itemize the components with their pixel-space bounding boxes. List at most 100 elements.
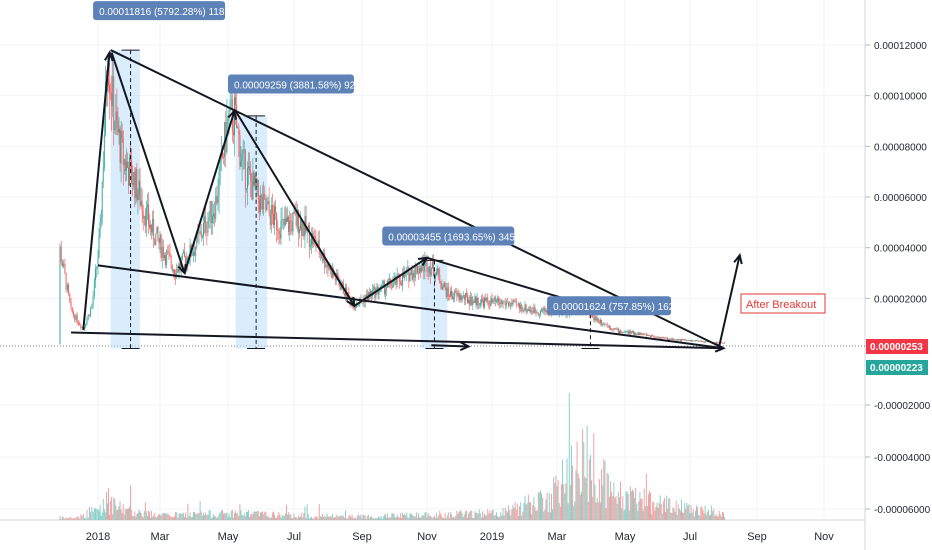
volume-bar (586, 425, 588, 520)
measure-badge-label: 0.00001624 (757.85%) 1624 (553, 302, 680, 313)
volume-bar (447, 512, 449, 520)
candle-body (358, 304, 360, 307)
volume-bar (238, 515, 240, 520)
volume-bar (198, 513, 200, 520)
candle-body (671, 338, 673, 340)
volume-bar (712, 511, 714, 520)
volume-bar (585, 478, 587, 520)
candle-body (373, 286, 375, 290)
candle-body (138, 180, 140, 194)
candle-body (62, 262, 63, 267)
volume-bar (638, 501, 640, 520)
volume-bar (692, 508, 694, 520)
price-axis[interactable]: 0.00012000 0.00010000 0.00008000 0.00006000… (865, 41, 931, 516)
volume-bar (639, 491, 641, 520)
candle-body (328, 267, 330, 270)
volume-bar (325, 516, 327, 520)
candle-body (71, 307, 73, 313)
volume-bar (555, 475, 557, 520)
candle-body (170, 256, 172, 266)
volume-bar (369, 518, 370, 520)
volume-bar (611, 492, 613, 520)
volume-bar (588, 459, 590, 520)
volume-bar (412, 515, 414, 520)
volume-bar (489, 510, 491, 520)
candle-body (150, 224, 151, 228)
candle-body (715, 341, 717, 343)
candle-body (65, 273, 67, 290)
candle-body (519, 303, 520, 309)
candle-body (665, 337, 666, 339)
price-tag-low-label: 0.00000223 (870, 363, 923, 374)
volume-bar (266, 516, 268, 520)
volume-bar (603, 459, 605, 520)
volume-bar (439, 510, 441, 520)
candle-body (63, 263, 65, 267)
volume-bar (502, 508, 504, 520)
volume-bar (392, 513, 394, 520)
volume-bar (312, 518, 314, 520)
candle-body (400, 283, 402, 285)
candle-body (637, 332, 639, 335)
candle-body (181, 253, 183, 260)
candle-body (688, 340, 690, 341)
volume-bar (468, 513, 470, 520)
candle-body (429, 265, 431, 276)
candle-body (681, 339, 682, 341)
candle-body (683, 339, 685, 341)
volume-bar (76, 516, 78, 520)
volume-bar (500, 512, 502, 520)
time-axis[interactable]: 2018 Mar May Jul Sep Nov 2019 Mar May Jul Sep Nov (86, 531, 835, 543)
candle-body (325, 266, 327, 268)
volume-bar (274, 514, 275, 520)
measure-badges: 0.00011816 (5792.28%) 11816 0.00009259 (3… (93, 1, 680, 316)
candle-body (500, 300, 502, 305)
volume-bar (659, 495, 661, 520)
volume-bar (82, 513, 84, 520)
candle-body (116, 111, 118, 121)
candle-body (153, 218, 155, 240)
candle-body (197, 233, 199, 234)
volume-bar (471, 510, 473, 520)
candle-body (444, 283, 446, 288)
volume-bar (635, 487, 637, 520)
volume-bar (231, 509, 233, 520)
volume-bar (194, 512, 196, 520)
candle-body (382, 281, 384, 284)
candle-body (720, 342, 722, 344)
candle-body (104, 81, 106, 135)
volume-bar (697, 506, 699, 520)
volume-bar (153, 515, 155, 520)
candle-body (177, 269, 179, 273)
volume-bar (361, 518, 363, 520)
volume-bar (185, 512, 187, 520)
volume-bar (100, 515, 102, 520)
volume-bar (651, 514, 653, 520)
volume-bar (497, 515, 498, 520)
volume-bar (377, 517, 379, 520)
volume-bar (413, 516, 415, 520)
volume-bar (124, 508, 126, 520)
volume-bar (589, 455, 591, 520)
candle-body (640, 333, 642, 334)
candle-body (392, 283, 394, 288)
volume-bar (713, 509, 715, 520)
candle-body (93, 280, 95, 296)
volume-bar (230, 510, 232, 520)
candle-body (491, 298, 493, 303)
volume-bar (517, 516, 519, 520)
volume-bar (399, 512, 401, 520)
volume-bar (676, 514, 678, 520)
volume-bar (378, 516, 380, 520)
candle-body (365, 294, 367, 298)
volume-bar (74, 517, 76, 520)
volume-bar (197, 512, 199, 520)
candle-body (379, 289, 381, 292)
candle-body (464, 293, 466, 300)
volume-bar (339, 515, 341, 520)
volume-bar (541, 493, 543, 520)
candle-body (604, 323, 606, 325)
candle-body (151, 224, 153, 233)
volume-bar (275, 517, 277, 520)
candle-body (703, 341, 705, 343)
